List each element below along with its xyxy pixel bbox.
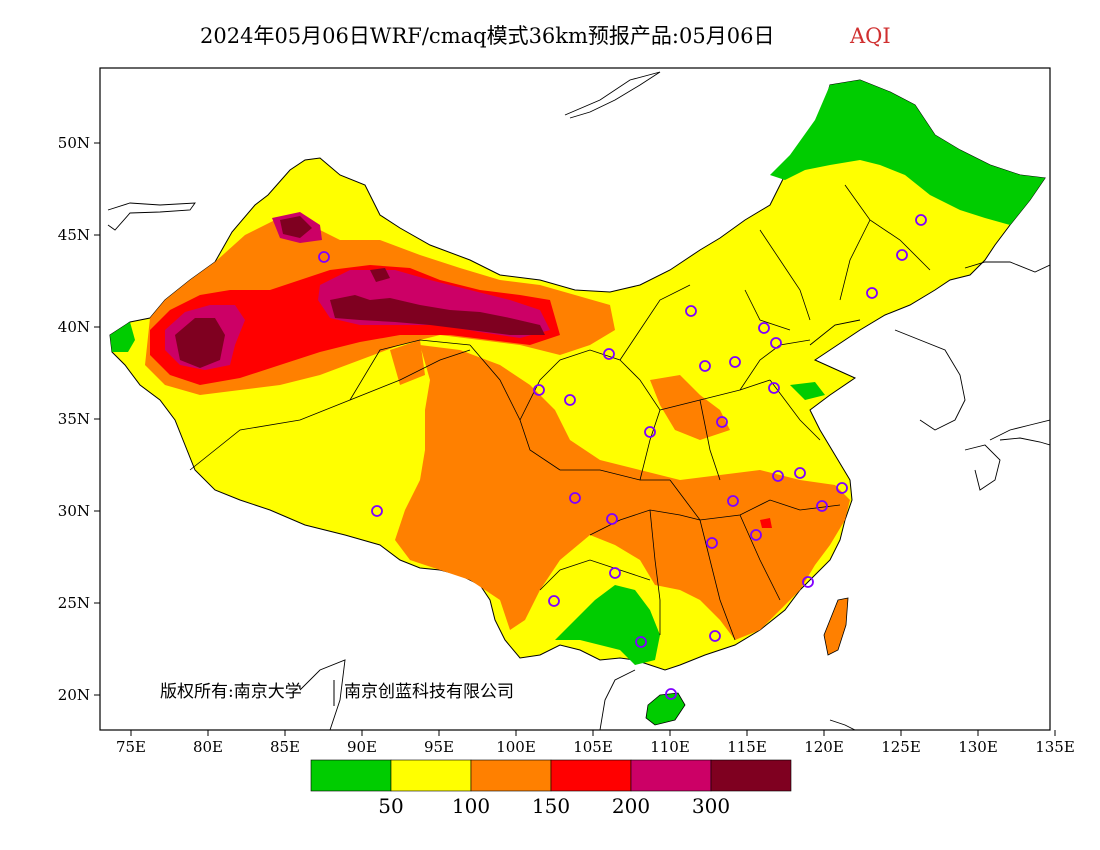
taiwan-region (823, 597, 849, 656)
station-marker (836, 482, 848, 494)
lat-tick-label: 45N (58, 226, 90, 244)
legend-swatch (550, 759, 632, 792)
good-zone-west (110, 322, 135, 352)
station-marker (371, 505, 383, 517)
station-marker (609, 567, 621, 579)
good-zone-northeast (770, 80, 1045, 225)
legend-swatch (310, 759, 392, 792)
station-marker (569, 492, 581, 504)
station-marker (758, 322, 770, 334)
lat-tick-label: 35N (58, 410, 90, 428)
lon-axis: 75E 80E 85E 90E 95E 100E 105E 110E 115E 120E 125E 1… (116, 730, 1075, 756)
lon-tick-label: 110E (650, 738, 690, 756)
usg-zone-central (395, 345, 850, 640)
plot-area (99, 67, 1051, 731)
variable-label: AQI (849, 24, 891, 48)
legend-label: 300 (692, 794, 730, 818)
station-marker (635, 636, 647, 648)
station-marker (729, 356, 741, 368)
station-marker (716, 416, 728, 428)
lon-tick-label: 75E (116, 738, 146, 756)
legend-swatch (710, 759, 792, 792)
copyright-right: 南京创蓝科技有限公司 (344, 682, 514, 702)
station-marker (802, 576, 814, 588)
station-marker (727, 495, 739, 507)
lat-tick-label: 25N (58, 594, 90, 612)
station-marker (606, 513, 618, 525)
legend-label: 100 (452, 794, 490, 818)
station-marker (915, 214, 927, 226)
good-zone-south (555, 585, 660, 665)
lon-tick-label: 135E (1035, 738, 1075, 756)
legend-label: 200 (612, 794, 650, 818)
station-marker (699, 360, 711, 372)
unhealthy-zone-east (760, 518, 772, 528)
hazardous-zone-4 (370, 268, 390, 282)
copyright-left: 版权所有:南京大学 (160, 682, 302, 702)
province-borders (189, 184, 931, 641)
lon-tick-label: 105E (573, 738, 613, 756)
station-marker (772, 470, 784, 482)
hazardous-zone-1 (175, 318, 225, 368)
usg-zone-tibet (390, 340, 425, 385)
legend-swatch (630, 759, 712, 792)
station-marker (665, 688, 677, 700)
station-marker (644, 426, 656, 438)
station-marker (816, 500, 828, 512)
lon-tick-label: 95E (424, 738, 454, 756)
color-legend: 50 100 150 200 300 (310, 759, 792, 818)
station-marker (318, 251, 330, 263)
lon-tick-label: 125E (881, 738, 921, 756)
legend-swatch (470, 759, 552, 792)
map-frame (99, 67, 1051, 731)
lon-tick-label: 90E (347, 738, 377, 756)
lat-axis: 50N 45N 40N 35N 30N 25N 20N (58, 134, 100, 704)
station-marker (794, 467, 806, 479)
neighbor-coastlines (107, 71, 1050, 730)
good-zone-hainan (645, 692, 686, 726)
station-markers (318, 214, 927, 700)
legend-label: 50 (378, 794, 403, 818)
station-marker (770, 337, 782, 349)
usg-zone-north (650, 375, 730, 440)
station-marker (768, 382, 780, 394)
lon-tick-label: 130E (958, 738, 998, 756)
map-title: 2024年05月06日WRF/cmaq模式36km预报产品:05月06日 (200, 24, 774, 48)
station-marker (548, 595, 560, 607)
lon-tick-label: 120E (804, 738, 844, 756)
good-zone-shandong (790, 382, 825, 400)
lat-tick-label: 20N (58, 686, 90, 704)
lat-tick-label: 40N (58, 318, 90, 336)
station-marker (750, 529, 762, 541)
lon-tick-label: 100E (496, 738, 536, 756)
hazardous-zone-2 (330, 295, 545, 335)
station-marker (685, 305, 697, 317)
lon-tick-label: 85E (270, 738, 300, 756)
lon-tick-label: 80E (193, 738, 223, 756)
station-marker (866, 287, 878, 299)
station-marker (533, 384, 545, 396)
station-marker (709, 630, 721, 642)
station-marker (564, 394, 576, 406)
hazardous-zone-3 (280, 216, 312, 238)
lat-tick-label: 50N (58, 134, 90, 152)
station-marker (603, 348, 615, 360)
legend-swatch (390, 759, 472, 792)
station-marker (896, 249, 908, 261)
lon-tick-label: 115E (727, 738, 767, 756)
legend-label: 150 (532, 794, 570, 818)
lat-tick-label: 30N (58, 502, 90, 520)
station-marker (706, 537, 718, 549)
